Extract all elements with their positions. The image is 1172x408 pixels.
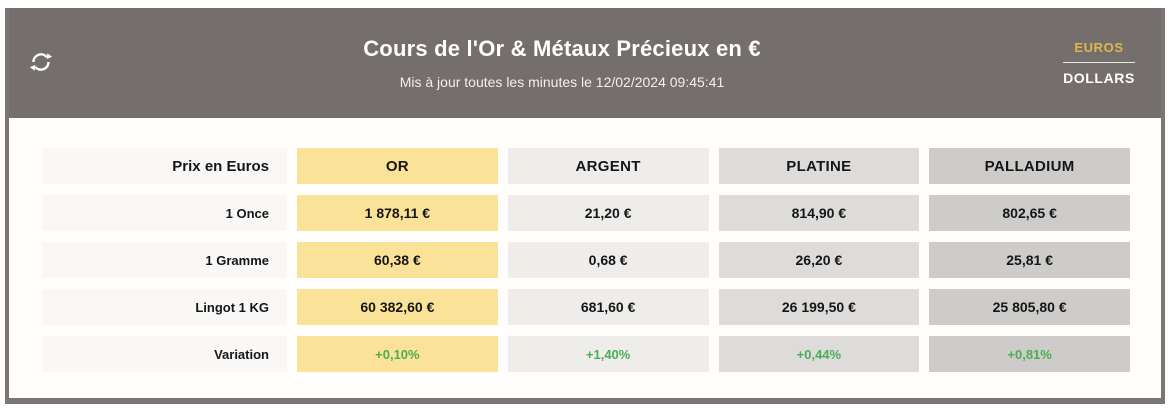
- prices-grid: Prix en Euros OR ARGENT PLATINE PALLADIU…: [42, 148, 1130, 372]
- cell-argent-gramme: 0,68 €: [507, 242, 709, 278]
- column-header-palladium: PALLADIUM: [929, 148, 1130, 184]
- cell-palladium-once: 802,65 €: [929, 195, 1130, 231]
- cell-platine-once: 814,90 €: [718, 195, 920, 231]
- row-label-once: 1 Once: [42, 195, 287, 231]
- row-label-variation: Variation: [42, 336, 287, 372]
- column-header-argent: ARGENT: [507, 148, 709, 184]
- column-header-or: OR: [297, 148, 498, 184]
- cell-or-once: 1 878,11 €: [297, 195, 498, 231]
- currency-option-dollars[interactable]: DOLLARS: [1063, 70, 1135, 86]
- cell-argent-lingot: 681,60 €: [507, 289, 709, 325]
- cell-platine-gramme: 26,20 €: [718, 242, 920, 278]
- last-updated-text: Mis à jour toutes les minutes le 12/02/2…: [399, 74, 725, 90]
- page-title: Cours de l'Or & Métaux Précieux en €: [363, 36, 761, 61]
- prices-table: Prix en Euros OR ARGENT PLATINE PALLADIU…: [9, 118, 1161, 372]
- currency-option-euros[interactable]: EUROS: [1074, 40, 1124, 55]
- refresh-button[interactable]: [21, 43, 61, 83]
- currency-toggle: EUROS DOLLARS: [1063, 40, 1135, 86]
- cell-argent-once: 21,20 €: [507, 195, 709, 231]
- refresh-icon: [28, 49, 54, 78]
- cell-argent-variation: +1,40%: [507, 336, 709, 372]
- cell-or-variation: +0,10%: [297, 336, 498, 372]
- cell-platine-lingot: 26 199,50 €: [718, 289, 920, 325]
- row-label-lingot: Lingot 1 KG: [42, 289, 287, 325]
- header-center: Cours de l'Or & Métaux Précieux en € Mis…: [61, 36, 1063, 90]
- main-card: Cours de l'Or & Métaux Précieux en € Mis…: [5, 8, 1165, 404]
- cell-or-lingot: 60 382,60 €: [297, 289, 498, 325]
- currency-divider: [1063, 62, 1135, 63]
- cell-palladium-gramme: 25,81 €: [929, 242, 1130, 278]
- corner-label: Prix en Euros: [42, 148, 287, 184]
- cell-palladium-lingot: 25 805,80 €: [929, 289, 1130, 325]
- header-bar: Cours de l'Or & Métaux Précieux en € Mis…: [9, 8, 1161, 118]
- cell-palladium-variation: +0,81%: [929, 336, 1130, 372]
- cell-platine-variation: +0,44%: [718, 336, 920, 372]
- column-header-platine: PLATINE: [718, 148, 920, 184]
- row-label-gramme: 1 Gramme: [42, 242, 287, 278]
- cell-or-gramme: 60,38 €: [297, 242, 498, 278]
